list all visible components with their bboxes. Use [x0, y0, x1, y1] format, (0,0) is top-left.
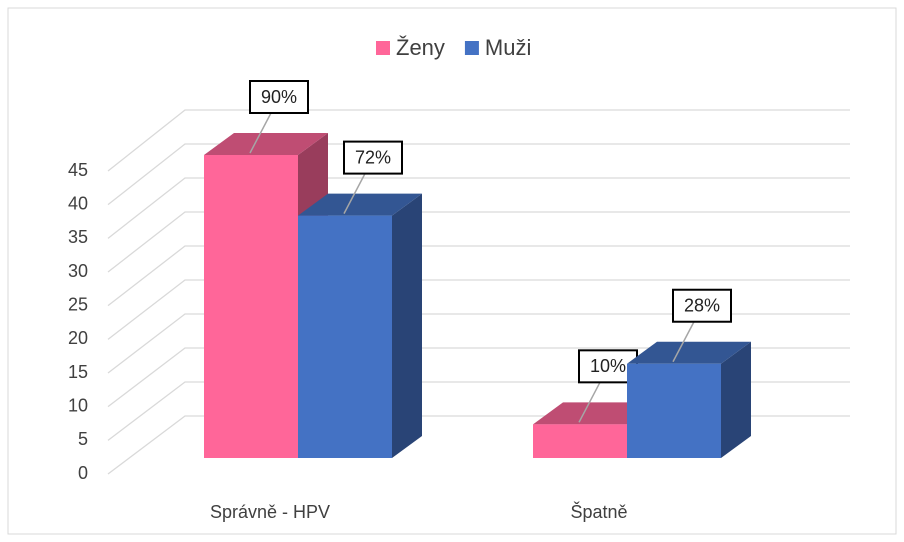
y-tick-label: 5: [78, 429, 88, 449]
bar: [204, 155, 298, 458]
leader-line: [672, 321, 695, 363]
legend-swatch: [464, 41, 479, 55]
data-label: 28%: [684, 295, 720, 315]
legend-swatch: [376, 41, 390, 55]
data-label-box: [343, 140, 403, 175]
leader-line: [578, 381, 601, 423]
data-label-box: [249, 80, 309, 114]
bar-top: [204, 133, 328, 155]
y-tick-label: 40: [68, 193, 88, 213]
grid-line: [107, 211, 850, 273]
grid-line: [107, 245, 850, 307]
grid-line: [107, 313, 850, 374]
legend-label: Ženy: [396, 35, 445, 60]
bar-side: [392, 193, 422, 458]
y-tick-label: 30: [68, 261, 88, 281]
y-tick-label: 10: [68, 395, 88, 415]
grid-line: [107, 109, 850, 172]
y-tick-label: 35: [68, 227, 88, 247]
bar-top: [533, 402, 657, 425]
data-label: 10%: [590, 356, 626, 376]
grid-line: [107, 143, 850, 206]
grid-line: [107, 279, 850, 340]
data-label: 90%: [261, 87, 297, 107]
bar: [298, 215, 392, 458]
x-tick-label: Správně - HPV: [210, 502, 330, 522]
bar-top: [627, 341, 751, 364]
grid-line: [107, 177, 850, 239]
bar: [627, 363, 721, 458]
bar: [533, 424, 627, 458]
bar-top: [298, 193, 422, 216]
y-tick-label: 15: [68, 362, 88, 382]
x-tick-label: Špatně: [570, 501, 627, 522]
y-tick-label: 0: [78, 463, 88, 483]
y-tick-label: 45: [68, 160, 88, 180]
chart-frame: [7, 7, 897, 535]
legend-label: Muži: [485, 35, 531, 60]
data-label-box: [672, 288, 732, 323]
bar-side: [721, 341, 751, 458]
leader-line: [249, 112, 272, 154]
data-label: 72%: [355, 147, 391, 167]
y-tick-label: 20: [68, 328, 88, 348]
y-tick-label: 25: [68, 294, 88, 314]
grid-line: [107, 347, 850, 408]
leader-line: [343, 173, 366, 214]
